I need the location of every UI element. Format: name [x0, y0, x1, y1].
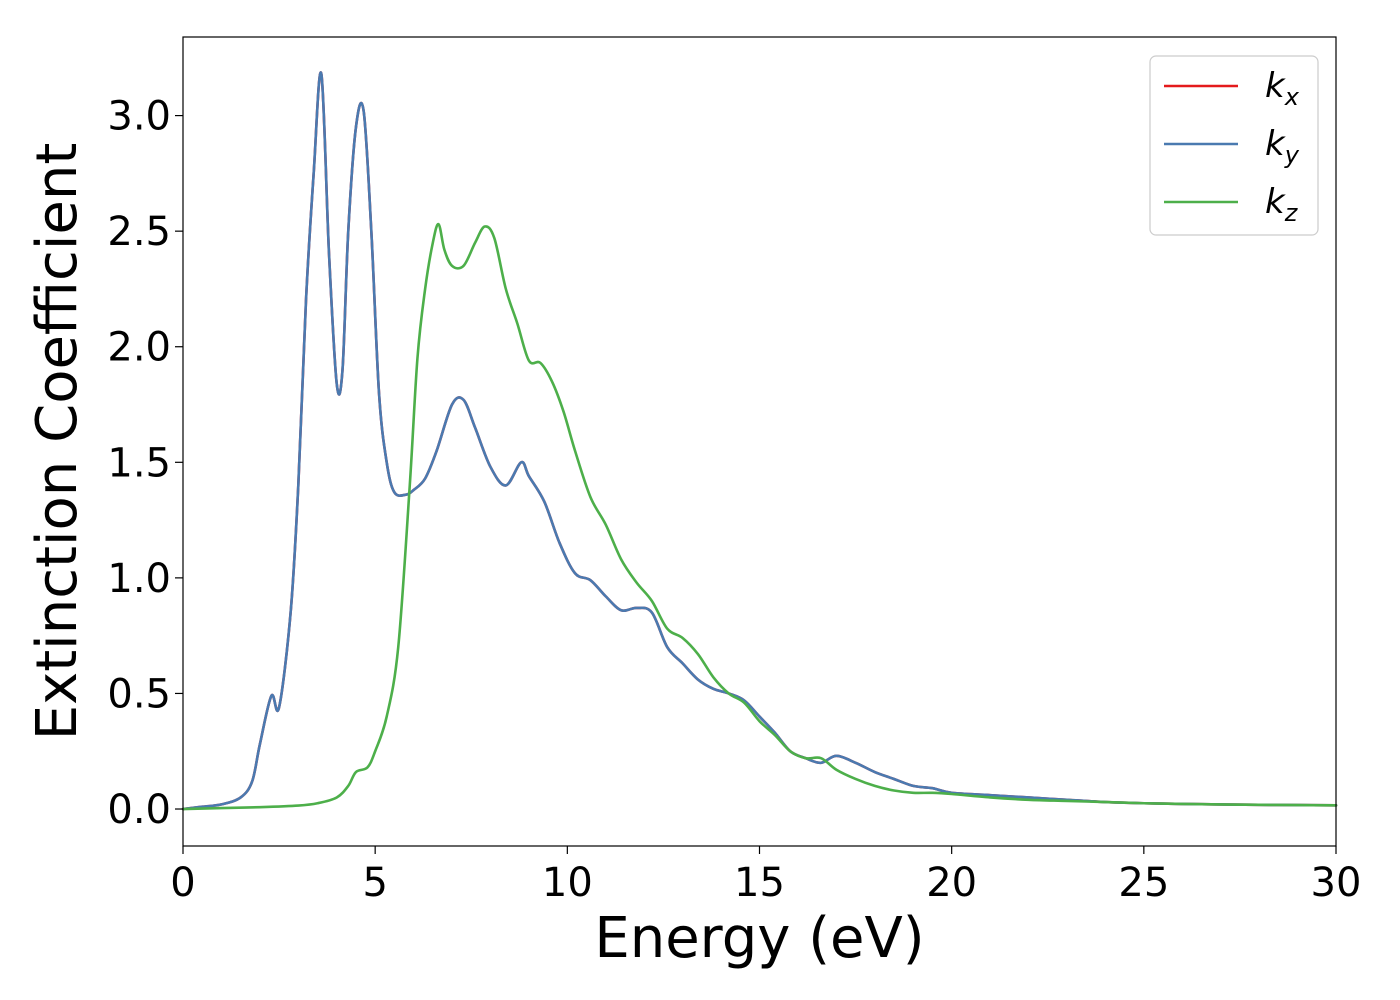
y-axis-label: Extinction Coefficient — [25, 143, 90, 741]
x-tick-label: 10 — [542, 860, 593, 906]
x-tick-label: 30 — [1311, 860, 1362, 906]
y-tick-label: 0.5 — [107, 671, 171, 717]
legend-label-ky: ky — [1265, 124, 1300, 169]
legend-label-kx: kx — [1265, 66, 1300, 111]
y-tick-label: 2.0 — [107, 325, 171, 371]
x-tick-label: 25 — [1118, 860, 1169, 906]
y-tick-label: 0.0 — [107, 787, 171, 833]
series-line-kz — [181, 222, 1338, 811]
x-tick-label: 0 — [170, 860, 195, 906]
x-tick-label: 20 — [926, 860, 977, 906]
legend-label-kz: kz — [1265, 182, 1299, 227]
y-tick-label: 3.0 — [107, 94, 171, 140]
y-tick-label: 1.5 — [107, 440, 171, 486]
y-tick-label: 1.0 — [107, 556, 171, 602]
plot-area — [183, 37, 1336, 846]
legend-box — [1149, 55, 1319, 236]
x-tick-label: 5 — [362, 860, 387, 906]
y-tick-label: 2.5 — [107, 209, 171, 255]
x-tick-label: 15 — [734, 860, 785, 906]
x-axis-label: Energy (eV) — [594, 906, 924, 971]
legend: kx ky kz — [1149, 55, 1319, 236]
x-axis: 0 5 10 15 20 25 30 — [170, 846, 1361, 906]
y-axis: 0.0 0.5 1.0 1.5 2.0 2.5 3.0 — [107, 94, 183, 833]
series-layer — [181, 71, 1338, 811]
series-line-ky — [181, 71, 1338, 811]
